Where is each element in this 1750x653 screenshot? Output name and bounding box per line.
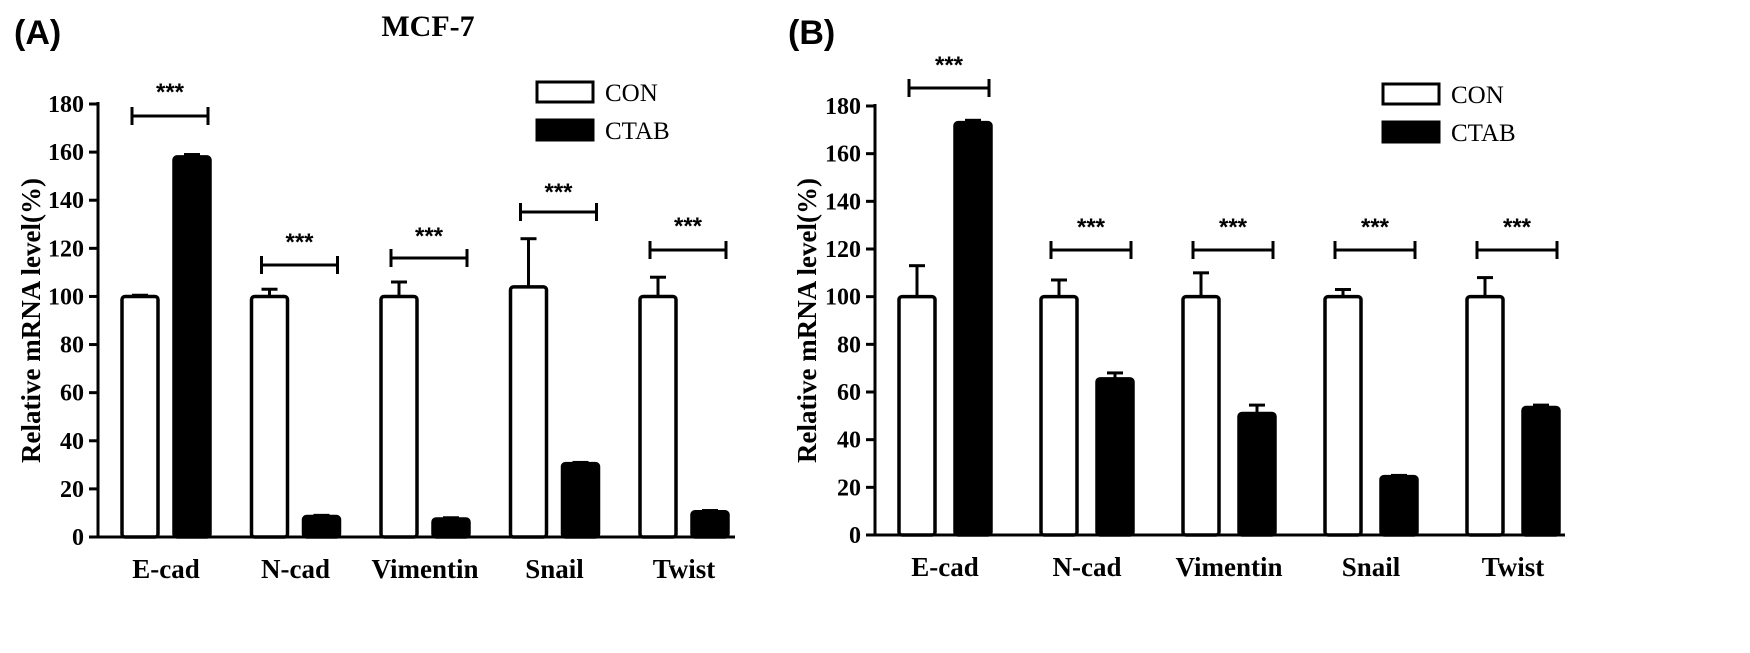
panel-label: (B) [788, 14, 835, 52]
bar-ctab-ecad [172, 155, 212, 539]
bar-con-snail [508, 285, 549, 539]
legend-label-con: CON [1451, 82, 1504, 109]
y-tick-label: 80 [60, 333, 84, 359]
significance-label: *** [415, 223, 444, 250]
bar-ctab-snail [560, 461, 601, 539]
legend-swatch-ctab [1381, 120, 1441, 144]
y-tick-label: 0 [72, 525, 84, 551]
significance-label: *** [1361, 214, 1390, 241]
legend-swatch-con [535, 80, 595, 104]
y-tick-label: 120 [48, 236, 84, 262]
y-tick-label: 140 [825, 189, 861, 215]
bar-con-snail [1323, 294, 1363, 537]
x-tick-label: Vimentin [372, 554, 479, 584]
chart-title: MCF-7 [381, 10, 474, 43]
y-tick-label: 20 [837, 475, 861, 501]
y-tick-label: 40 [60, 429, 84, 455]
y-tick-label: 160 [48, 140, 84, 166]
x-tick-label: E-cad [911, 552, 979, 582]
x-tick-label: E-cad [132, 554, 200, 584]
significance-label: *** [285, 229, 314, 256]
legend-swatch-ctab [535, 118, 595, 142]
bar-ctab-vimentin [431, 517, 471, 539]
bar-ctab-vimentin [1237, 411, 1277, 537]
x-tick-label: N-cad [261, 554, 330, 584]
legend-label-con: CON [605, 80, 658, 107]
y-tick-label: 60 [60, 381, 84, 407]
chart-panel-b: (B) 0 20 40 60 80 100 120 140 160 180 Relative mRNA… [788, 14, 1565, 582]
y-tick-label: 20 [60, 477, 84, 503]
y-tick-label: 80 [837, 332, 861, 358]
y-tick-label: 160 [825, 142, 861, 168]
x-tick-label: Snail [1342, 552, 1401, 582]
significance-label: *** [1077, 214, 1106, 241]
significance-label: *** [1219, 214, 1248, 241]
y-tick-label: 180 [825, 94, 861, 120]
bar-con-ecad [897, 294, 937, 537]
x-tick-label: N-cad [1053, 552, 1122, 582]
x-tick-label: Vimentin [1176, 552, 1283, 582]
significance-label: *** [674, 213, 703, 240]
bar-con-twist [1465, 294, 1505, 537]
y-tick-label: 140 [48, 188, 84, 214]
bar-con-ncad [1039, 294, 1079, 537]
significance-label: *** [935, 52, 964, 79]
y-tick-label: 100 [48, 284, 84, 310]
significance-label: *** [1503, 214, 1532, 241]
bar-ctab-ncad [301, 514, 342, 539]
y-tick-label: 40 [837, 428, 861, 454]
y-axis-title: Relative mRNA level(%) [792, 178, 822, 463]
chart-panel-a: (A) MCF-7 0 20 40 60 80 100 120 140 160 180 Relative… [14, 10, 735, 584]
x-tick-label: Twist [653, 554, 716, 584]
panel-label: (A) [14, 14, 61, 52]
y-tick-label: 100 [825, 285, 861, 311]
y-tick-label: 0 [849, 523, 861, 549]
legend-label-ctab: CTAB [605, 118, 670, 145]
y-tick-label: 180 [48, 92, 84, 118]
legend-label-ctab: CTAB [1451, 120, 1516, 147]
bar-ctab-snail [1379, 474, 1419, 537]
y-axis-title: Relative mRNA level(%) [16, 178, 46, 463]
x-tick-label: Snail [525, 554, 584, 584]
bar-ctab-ncad [1095, 377, 1135, 537]
bar-con-vimentin [379, 294, 419, 539]
bar-ctab-twist [1521, 405, 1561, 537]
significance-label: *** [544, 179, 573, 206]
y-tick-label: 120 [825, 237, 861, 263]
x-tick-label: Twist [1482, 552, 1545, 582]
bar-ctab-ecad [953, 120, 993, 537]
bar-ctab-twist [690, 509, 730, 539]
significance-label: *** [156, 79, 185, 106]
bar-con-twist [638, 294, 678, 539]
bar-con-ncad [249, 294, 290, 539]
bar-con-vimentin [1181, 294, 1221, 537]
y-tick-label: 60 [837, 380, 861, 406]
legend-swatch-con [1381, 82, 1441, 106]
bar-con-ecad [120, 294, 160, 539]
